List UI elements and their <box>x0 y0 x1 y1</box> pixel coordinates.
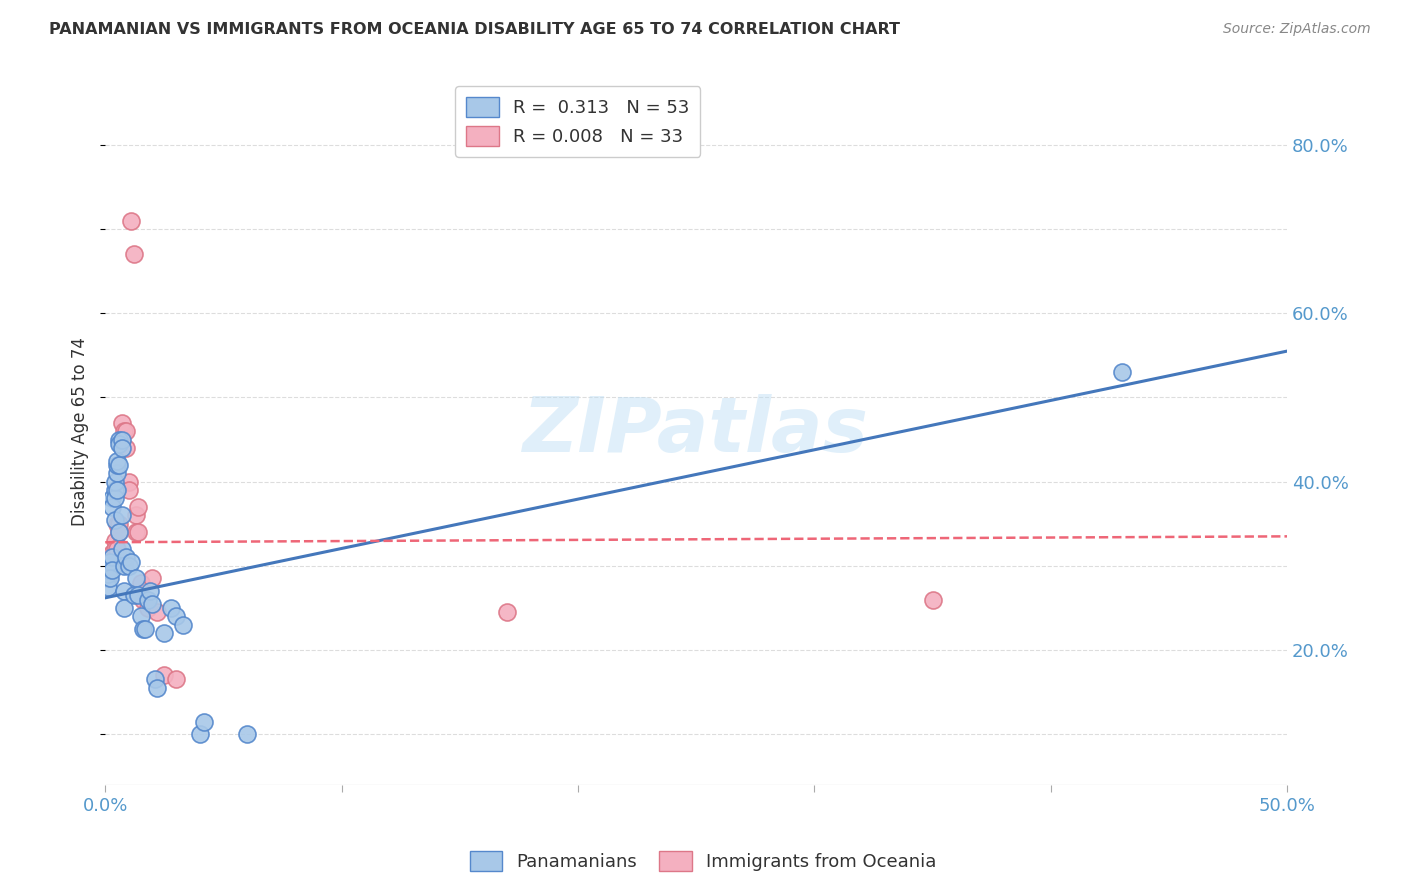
Point <box>125 508 148 523</box>
Point <box>122 247 145 261</box>
Point <box>111 416 134 430</box>
Point <box>141 597 163 611</box>
Point <box>111 433 134 447</box>
Point <box>125 525 148 540</box>
Point <box>101 500 124 514</box>
Point <box>101 563 124 577</box>
Point <box>97 571 120 585</box>
Point <box>1111 365 1133 379</box>
Point <box>165 673 187 687</box>
Point <box>236 727 259 741</box>
Point <box>98 571 121 585</box>
Point <box>132 622 155 636</box>
Point <box>129 575 152 590</box>
Point <box>101 491 124 506</box>
Point <box>115 424 138 438</box>
Point <box>188 727 211 741</box>
Point <box>105 453 128 467</box>
Point <box>115 441 138 455</box>
Point <box>111 508 134 523</box>
Point <box>98 550 121 565</box>
Point <box>104 491 127 506</box>
Point <box>105 483 128 497</box>
Point <box>112 584 135 599</box>
Point <box>98 555 121 569</box>
Point <box>127 588 149 602</box>
Point <box>104 533 127 548</box>
Point <box>101 555 124 569</box>
Point <box>112 558 135 573</box>
Point <box>118 475 141 489</box>
Point <box>97 571 120 585</box>
Legend: Panamanians, Immigrants from Oceania: Panamanians, Immigrants from Oceania <box>463 844 943 879</box>
Point <box>134 622 156 636</box>
Point <box>118 558 141 573</box>
Point <box>118 483 141 497</box>
Legend: R =  0.313   N = 53, R = 0.008   N = 33: R = 0.313 N = 53, R = 0.008 N = 33 <box>456 87 700 157</box>
Point <box>129 609 152 624</box>
Point <box>172 617 194 632</box>
Point <box>143 673 166 687</box>
Point <box>160 601 183 615</box>
Point <box>136 592 159 607</box>
Point <box>108 525 131 540</box>
Point <box>101 550 124 565</box>
Point <box>104 475 127 489</box>
Point <box>105 458 128 472</box>
Point <box>127 500 149 514</box>
Point <box>104 512 127 526</box>
Point <box>112 601 135 615</box>
Point <box>141 571 163 585</box>
Point <box>132 592 155 607</box>
Point <box>105 466 128 480</box>
Point <box>120 555 142 569</box>
Point <box>496 605 519 619</box>
Point <box>108 436 131 450</box>
Point <box>120 213 142 227</box>
Point <box>127 525 149 540</box>
Point <box>104 483 127 497</box>
Point <box>165 609 187 624</box>
Point <box>125 571 148 585</box>
Point <box>122 588 145 602</box>
Point <box>146 605 169 619</box>
Point <box>112 424 135 438</box>
Point <box>111 541 134 556</box>
Text: Source: ZipAtlas.com: Source: ZipAtlas.com <box>1223 22 1371 37</box>
Point <box>153 668 176 682</box>
Point <box>97 563 120 577</box>
Point <box>921 592 943 607</box>
Point <box>146 681 169 695</box>
Point <box>115 550 138 565</box>
Point <box>101 546 124 560</box>
Text: ZIPatlas: ZIPatlas <box>523 394 869 468</box>
Point <box>105 516 128 531</box>
Point <box>111 441 134 455</box>
Y-axis label: Disability Age 65 to 74: Disability Age 65 to 74 <box>72 336 89 525</box>
Point <box>97 567 120 582</box>
Point <box>98 558 121 573</box>
Point <box>153 626 176 640</box>
Point <box>97 580 120 594</box>
Point <box>104 541 127 556</box>
Point <box>139 584 162 599</box>
Point <box>97 567 120 582</box>
Text: PANAMANIAN VS IMMIGRANTS FROM OCEANIA DISABILITY AGE 65 TO 74 CORRELATION CHART: PANAMANIAN VS IMMIGRANTS FROM OCEANIA DI… <box>49 22 900 37</box>
Point <box>98 563 121 577</box>
Point <box>108 458 131 472</box>
Point <box>108 516 131 531</box>
Point <box>108 525 131 540</box>
Point <box>136 601 159 615</box>
Point <box>98 563 121 577</box>
Point <box>193 714 215 729</box>
Point <box>105 541 128 556</box>
Point <box>108 433 131 447</box>
